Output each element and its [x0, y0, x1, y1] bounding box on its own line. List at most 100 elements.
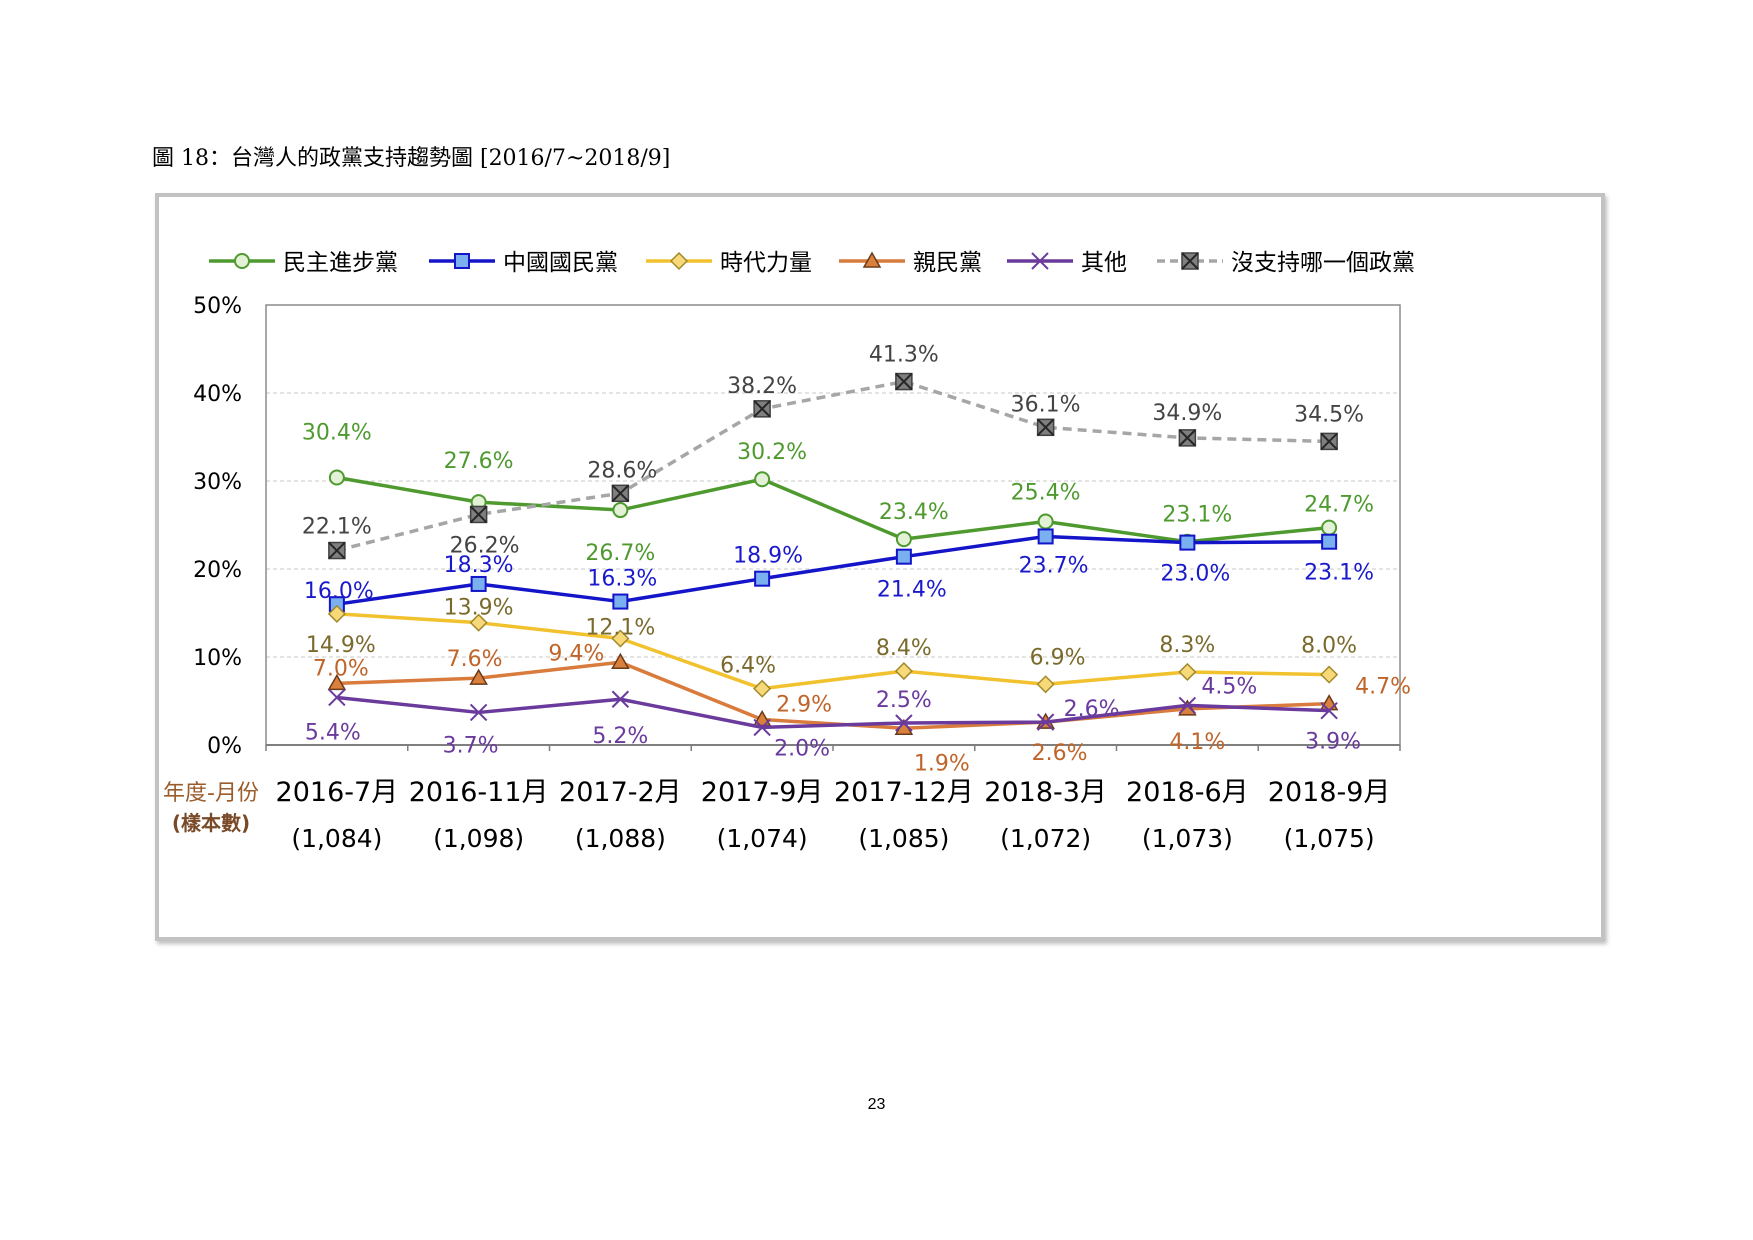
data-point [1036, 675, 1055, 694]
data-label: 5.2% [592, 724, 648, 749]
data-point-shape [1320, 701, 1338, 720]
data-label: 9.4% [548, 641, 604, 666]
figure-title: 圖 18：台灣人的政黨支持趨勢圖 [2016/7~2018/9] [152, 146, 671, 171]
data-point [328, 469, 345, 486]
series-line [336, 612, 1330, 691]
data-label: 38.2% [727, 374, 797, 399]
data-label: 7.6% [447, 647, 503, 672]
data-point-shape [1321, 533, 1338, 550]
data-point [1036, 713, 1055, 731]
legend-label: 親民黨 [913, 250, 982, 276]
data-point [895, 714, 913, 732]
data-point-cross [1320, 432, 1338, 451]
data-point-shape [752, 709, 772, 727]
legend-entry: 中國國民黨 [429, 250, 618, 276]
data-point [611, 629, 630, 648]
legend-entry: 親民黨 [839, 250, 982, 276]
data-label: 27.6% [444, 449, 514, 474]
legend-entry: 其他 [1007, 250, 1127, 276]
data-label: 30.2% [737, 440, 807, 465]
data-label: 5.4% [305, 720, 361, 745]
data-point [1037, 513, 1054, 530]
data-point-shape [611, 652, 630, 670]
data-point-shape [1037, 513, 1054, 530]
page-number: 23 [867, 1096, 886, 1113]
sample-size-label: (1,074) [717, 824, 808, 853]
series-line [336, 379, 1330, 553]
legend-marker-shape [454, 253, 470, 269]
data-point [1037, 528, 1054, 545]
data-point-shape [1178, 699, 1197, 716]
data-label: 18.9% [733, 544, 803, 569]
data-point-shape [1320, 665, 1339, 684]
data-label: 8.0% [1301, 634, 1357, 659]
data-label: 36.1% [1011, 392, 1081, 417]
sample-size-label: (1,075) [1284, 824, 1375, 853]
series-4: 7.0% 7.6% 9.4% 2.9% 1.9% 2.6% 4.1% 4.7% [313, 641, 1411, 776]
legend-marker [1181, 252, 1199, 270]
data-point [1178, 662, 1197, 682]
data-point [894, 662, 913, 681]
legend-marker-shape [669, 251, 689, 271]
data-point-shape [1036, 675, 1055, 694]
data-label: 3.9% [1305, 730, 1361, 755]
data-point-shape [753, 679, 772, 698]
series-line [336, 475, 1330, 544]
data-point [754, 471, 771, 488]
data-label: 3.7% [443, 733, 499, 758]
data-point [328, 688, 346, 707]
data-point-shape [1036, 713, 1055, 731]
data-label: 26.2% [450, 533, 520, 558]
data-point [611, 690, 630, 708]
data-point-shape [470, 575, 487, 592]
legend-label: 民主進步黨 [283, 250, 398, 276]
data-label: 1.9% [914, 751, 970, 776]
series-1: 30.4% 27.6% 26.7% 30.2% 23.4% 25.4% 23.1% 24.7% [302, 420, 1374, 566]
data-point [327, 673, 347, 691]
data-label: 6.4% [720, 654, 776, 679]
sample-size-label: (1,098) [433, 824, 524, 853]
legend-entry: 沒支持哪一個政黨 [1157, 250, 1415, 276]
data-label: 21.4% [877, 578, 947, 603]
series-line [336, 534, 1330, 606]
data-label: 8.4% [876, 636, 932, 661]
data-label: 23.4% [879, 500, 949, 525]
data-point [611, 484, 630, 503]
data-point-shape [754, 570, 771, 587]
sample-size-label: (1,085) [858, 824, 949, 853]
data-point [1036, 418, 1055, 437]
data-point [1179, 534, 1196, 551]
data-label: 41.3% [869, 343, 939, 368]
legend-marker-shape [1031, 252, 1049, 270]
data-point [753, 718, 771, 737]
data-label: 24.7% [1304, 493, 1374, 518]
data-point [1178, 696, 1197, 715]
data-point [895, 531, 912, 548]
data-label: 4.1% [1169, 730, 1225, 755]
data-point [895, 548, 912, 565]
data-point-shape [1179, 534, 1196, 551]
data-point [1178, 429, 1197, 447]
legend-marker [862, 251, 882, 268]
legend-marker-cross [1181, 252, 1199, 270]
data-point [895, 372, 913, 391]
data-point-shape [612, 502, 629, 519]
data-label: 2.6% [1032, 741, 1088, 766]
data-label: 16.3% [587, 567, 657, 592]
data-point-cross [469, 505, 488, 524]
legend-label: 沒支持哪一個政黨 [1231, 250, 1415, 276]
x-tick-label: 2016-11月 [409, 777, 549, 808]
series-2: 16.0% 18.3% 16.3% 18.9% 21.4% 23.7% 23.0% 23.1% [304, 528, 1374, 613]
x-axis-title: 年度-月份 [163, 781, 259, 806]
data-point-shape [612, 593, 629, 610]
data-point [470, 575, 487, 592]
data-point-cross [895, 372, 913, 391]
x-tick-label: 2017-12月 [834, 777, 974, 808]
data-point [469, 668, 488, 685]
data-point [612, 502, 629, 519]
data-label: 2.5% [876, 688, 932, 713]
data-label: 25.4% [1011, 480, 1081, 505]
x-tick-label: 2018-6月 [1126, 777, 1249, 808]
data-label: 30.4% [302, 420, 372, 445]
legend-label: 中國國民黨 [503, 250, 618, 276]
